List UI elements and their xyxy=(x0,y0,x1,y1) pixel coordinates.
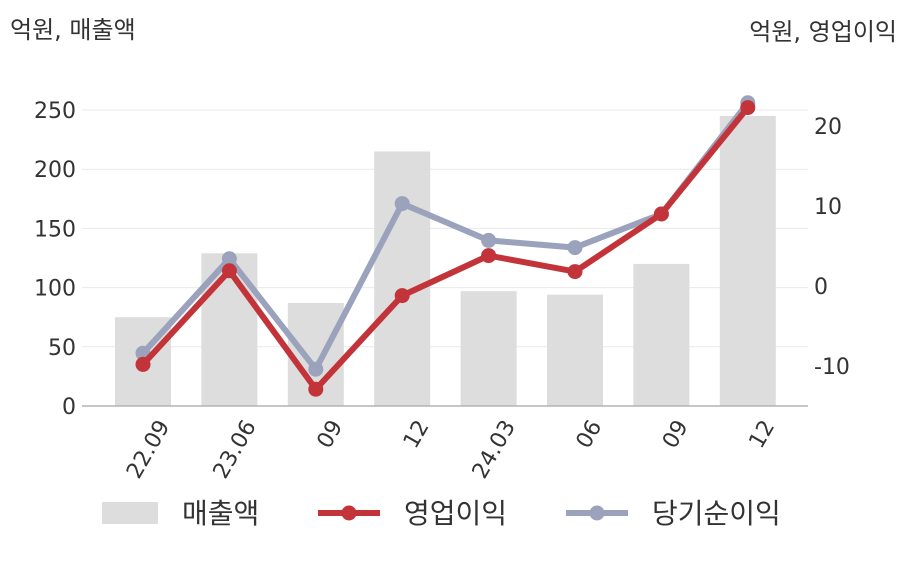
bar xyxy=(374,151,431,406)
left-tick-label: 0 xyxy=(62,395,76,420)
data-point xyxy=(394,196,410,212)
x-tick-label: 09 xyxy=(658,416,694,453)
right-tick-label: 20 xyxy=(814,115,842,140)
legend-label: 영업이익 xyxy=(404,497,507,530)
left-unit-label: 억원, 매출액 xyxy=(10,16,136,44)
x-axis-ticks: 22.09 23.06 09 12 24.03 06 09 12 xyxy=(122,416,780,483)
legend-label: 당기순이익 xyxy=(652,497,781,530)
left-tick-label: 100 xyxy=(34,277,76,302)
x-tick-label: 12 xyxy=(399,416,435,453)
x-tick-label: 24.03 xyxy=(468,416,521,483)
legend-marker xyxy=(589,505,605,521)
data-point xyxy=(221,263,237,279)
series-line xyxy=(140,99,751,373)
data-point xyxy=(481,232,497,248)
data-point xyxy=(567,264,583,280)
bar-series xyxy=(115,115,776,407)
data-point xyxy=(567,240,583,256)
data-point xyxy=(308,361,324,377)
legend: 매출액 영업이익 당기순이익 xyxy=(102,497,781,530)
right-axis-ticks: -10 0 10 20 xyxy=(814,115,850,380)
left-tick-label: 50 xyxy=(48,336,76,361)
right-tick-label: 10 xyxy=(814,195,842,220)
left-tick-label: 200 xyxy=(34,158,76,183)
x-tick-label: 22.09 xyxy=(122,416,175,483)
bar xyxy=(460,291,517,406)
left-axis-ticks: 0 50 100 150 200 250 xyxy=(34,99,76,420)
data-point xyxy=(135,356,151,372)
right-tick-label: -10 xyxy=(814,355,850,380)
data-point xyxy=(481,248,497,264)
legend-item: 당기순이익 xyxy=(566,497,781,530)
series-영업이익 xyxy=(135,100,756,397)
data-point xyxy=(221,251,237,267)
bar xyxy=(719,115,776,407)
legend-swatch xyxy=(102,502,158,524)
left-tick-label: 250 xyxy=(34,99,76,124)
legend-label: 매출액 xyxy=(182,497,259,530)
legend-item: 매출액 xyxy=(102,497,259,530)
series-line xyxy=(140,104,751,393)
data-point xyxy=(308,381,324,397)
right-tick-label: 0 xyxy=(814,275,828,300)
line-series xyxy=(135,95,756,397)
x-tick-label: 09 xyxy=(313,416,349,453)
right-unit-label: 억원, 영업이익 xyxy=(749,18,897,46)
data-point xyxy=(653,206,669,222)
legend-marker xyxy=(341,505,357,521)
x-tick-label: 06 xyxy=(572,416,608,453)
data-point xyxy=(394,288,410,304)
legend-item: 영업이익 xyxy=(318,497,507,530)
bar xyxy=(633,263,690,406)
left-tick-label: 150 xyxy=(34,217,76,242)
bar xyxy=(547,294,603,406)
x-tick-label: 12 xyxy=(745,416,781,453)
x-tick-label: 23.06 xyxy=(209,416,262,483)
data-point xyxy=(740,100,756,116)
